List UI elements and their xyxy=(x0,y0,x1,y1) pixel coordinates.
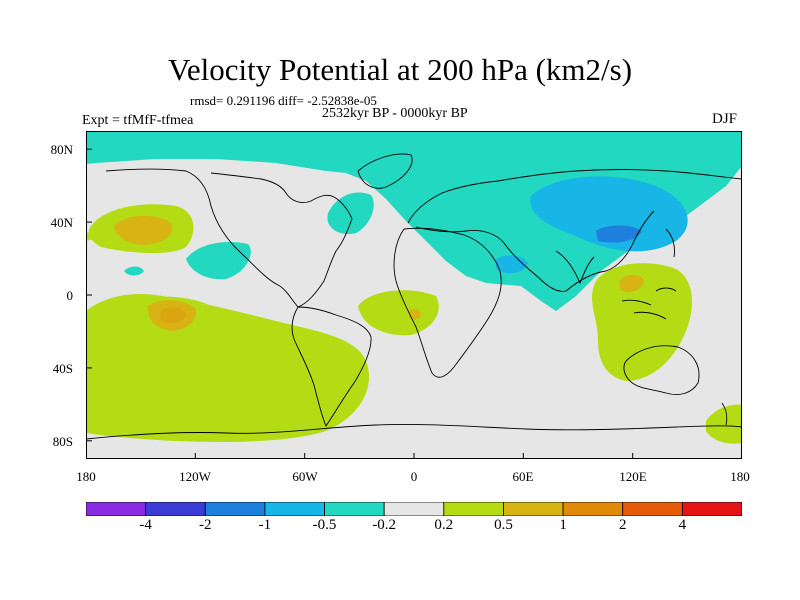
period-label: 2532kyr BP - 0000kyr BP xyxy=(322,106,468,121)
lon-label-180w: 180 xyxy=(76,469,96,484)
colorbar-swatch xyxy=(145,502,206,516)
contour-arctic-negative xyxy=(86,131,742,311)
colorbar-swatch xyxy=(86,502,147,516)
colorbar-swatch xyxy=(383,502,445,516)
contour-south-atlantic-positive xyxy=(358,290,439,336)
lon-label-180e: 180 xyxy=(730,469,750,484)
colorbar-swatch xyxy=(681,502,742,516)
colorbar-label: -0.2 xyxy=(372,517,397,533)
colorbar-label: 0.2 xyxy=(434,517,454,533)
colorbar-swatch xyxy=(622,502,683,516)
lon-label-60w: 60W xyxy=(292,469,318,484)
lat-label-80s: 80S xyxy=(52,434,73,449)
lat-label-40s: 40S xyxy=(52,361,73,376)
colorbar-label: -0.5 xyxy=(312,517,337,533)
contour-asia-negative xyxy=(530,176,688,252)
contour-south-pacific-core xyxy=(147,300,197,331)
lat-label-40n: 40N xyxy=(50,215,73,230)
lon-label-120w: 120W xyxy=(179,469,211,484)
velocity-potential-map xyxy=(86,131,742,459)
colorbar-swatch xyxy=(503,502,564,516)
contour-south-indian-positive xyxy=(706,404,742,444)
colorbar-label: 1 xyxy=(559,517,567,533)
colorbar-label: -1 xyxy=(258,517,272,533)
contour-pacific-small-negative xyxy=(124,266,144,276)
contour-maritime-continent-core xyxy=(619,275,644,293)
colorbar-swatch xyxy=(324,502,385,516)
colorbar-label: 4 xyxy=(678,517,687,533)
contour-arabia-negative xyxy=(496,255,528,274)
lon-label-120e: 120E xyxy=(619,469,647,484)
contour-fills xyxy=(86,131,742,444)
contour-atlantic-negative xyxy=(327,192,374,235)
colorbar xyxy=(86,502,742,516)
contour-pacific-negative xyxy=(186,241,251,280)
colorbar-label: 0.5 xyxy=(494,517,513,533)
experiment-label: Expt = tfMfF-tfmea xyxy=(82,113,194,128)
map-title: Velocity Potential at 200 hPa (km2/s) xyxy=(167,52,633,87)
contour-south-pacific-peak xyxy=(159,307,186,324)
stats-label: rmsd= 0.291196 diff= -2.52838e-05 xyxy=(190,93,377,108)
contour-china-negative xyxy=(596,225,642,243)
colorbar-label: -4 xyxy=(139,517,152,533)
coastlines xyxy=(86,153,742,440)
map-frame xyxy=(86,131,742,459)
contour-indopacific-positive xyxy=(592,263,692,381)
colorbar-swatch xyxy=(264,502,325,516)
contour-north-pacific-inset-positive xyxy=(86,231,94,241)
lon-label-0: 0 xyxy=(410,469,418,484)
contour-africa-core xyxy=(409,308,421,320)
colorbar-label: -2 xyxy=(199,517,212,533)
colorbar-swatch xyxy=(204,502,266,516)
contour-north-pacific-core xyxy=(114,215,173,245)
colorbar-label: 2 xyxy=(618,517,627,533)
lat-label-0: 0 xyxy=(66,288,74,303)
lat-label-80n: 80N xyxy=(50,142,73,157)
lon-label-60e: 60E xyxy=(512,469,534,484)
colorbar-swatch xyxy=(443,502,504,516)
season-label: DJF xyxy=(712,111,738,127)
colorbar-swatch xyxy=(562,502,624,516)
